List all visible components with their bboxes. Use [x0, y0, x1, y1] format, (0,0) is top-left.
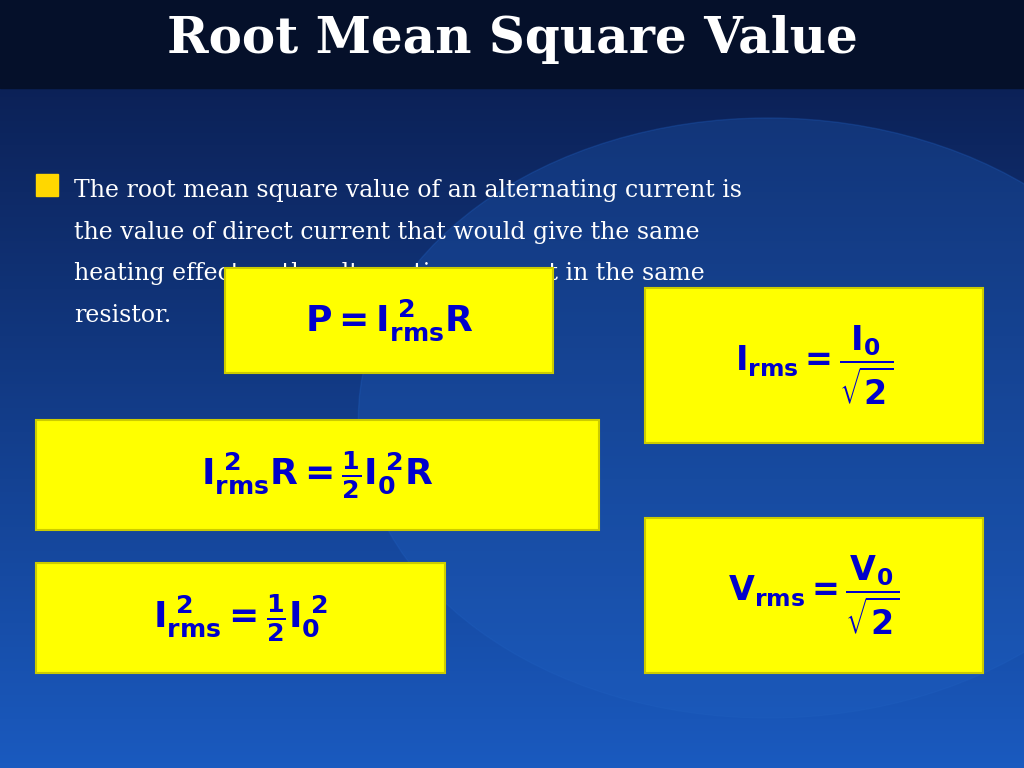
FancyBboxPatch shape [36, 563, 445, 673]
FancyBboxPatch shape [225, 268, 553, 373]
FancyBboxPatch shape [645, 518, 983, 673]
Text: $\mathbf{I_{rms}^{\ 2} = \frac{1}{2} I_0^{\ 2}}$: $\mathbf{I_{rms}^{\ 2} = \frac{1}{2} I_0… [154, 592, 328, 644]
Text: Root Mean Square Value: Root Mean Square Value [167, 15, 857, 65]
Text: the value of direct current that would give the same: the value of direct current that would g… [74, 220, 699, 243]
Text: $\mathbf{V_{rms} = \dfrac{V_0}{\sqrt{2}}}$: $\mathbf{V_{rms} = \dfrac{V_0}{\sqrt{2}}… [728, 554, 900, 637]
Ellipse shape [358, 118, 1024, 718]
Bar [36, 174, 58, 196]
FancyBboxPatch shape [36, 420, 599, 530]
Text: The root mean square value of an alternating current is: The root mean square value of an alterna… [74, 178, 741, 201]
Bar [0, 0, 1024, 88]
Text: heating effect as the alternating current in the same: heating effect as the alternating curren… [74, 263, 705, 286]
Text: $\mathbf{I_{rms} = \dfrac{I_0}{\sqrt{2}}}$: $\mathbf{I_{rms} = \dfrac{I_0}{\sqrt{2}}… [735, 324, 893, 407]
Text: resistor.: resistor. [74, 304, 171, 327]
Text: $\mathbf{P = I_{rms}^{\ 2}R}$: $\mathbf{P = I_{rms}^{\ 2}R}$ [305, 298, 473, 343]
FancyBboxPatch shape [645, 288, 983, 443]
Text: $\mathbf{I_{rms}^{\ 2}R = \frac{1}{2} I_0^{\ 2}R}$: $\mathbf{I_{rms}^{\ 2}R = \frac{1}{2} I_… [201, 449, 434, 501]
